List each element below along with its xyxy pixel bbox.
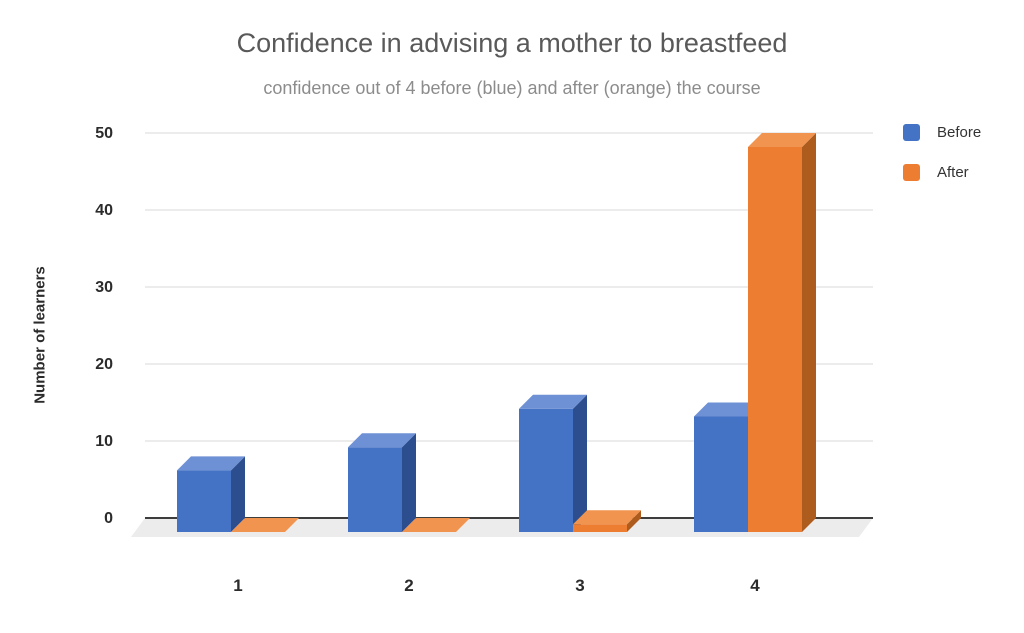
bar-after-3-top [573, 510, 641, 525]
bar-before-3-top [519, 394, 587, 409]
legend-swatch-before [903, 123, 920, 141]
bar-before-3 [519, 408, 573, 532]
y-axis-label: Number of learners [31, 266, 49, 404]
y-tick-50: 50 [95, 125, 113, 142]
legend-item-after: After [903, 162, 981, 182]
y-tick-10: 10 [95, 433, 113, 450]
bar-after-3 [573, 524, 627, 532]
bar-after-2 [402, 518, 470, 532]
y-tick-30: 30 [95, 279, 113, 296]
y-tick-40: 40 [95, 202, 113, 219]
chart-subtitle: confidence out of 4 before (blue) and af… [263, 78, 761, 98]
bar-before-2-top [348, 433, 416, 448]
bar-after-4-side [802, 133, 816, 532]
x-category-4: 4 [750, 576, 760, 595]
legend-label-before: Before [937, 123, 982, 141]
x-category-1: 1 [233, 576, 242, 595]
bar-after-4-top [748, 133, 816, 147]
legend-swatch-after [903, 163, 920, 181]
bar-before-2-side [402, 433, 416, 532]
legend: Before After [903, 122, 981, 202]
bar-after-3-side [627, 510, 641, 532]
bar-before-4 [694, 416, 748, 532]
legend-label-after: After [937, 163, 969, 181]
legend-item-before: Before [903, 122, 981, 142]
bar-before-3-side [573, 394, 587, 532]
y-tick-0: 0 [104, 510, 113, 527]
y-tick-20: 20 [95, 356, 113, 373]
bar-before-4-top [694, 402, 762, 417]
chart-floor [131, 518, 873, 537]
chart-title: Confidence in advising a mother to breas… [236, 28, 788, 58]
x-category-3: 3 [575, 576, 584, 595]
bar-before-1-top [177, 456, 245, 471]
bar-before-1 [177, 470, 231, 532]
bar-after-1 [231, 518, 299, 532]
bar-after-4 [748, 147, 802, 532]
x-category-2: 2 [404, 576, 413, 595]
bar-before-2 [348, 447, 402, 532]
bar-before-1-side [231, 456, 245, 532]
